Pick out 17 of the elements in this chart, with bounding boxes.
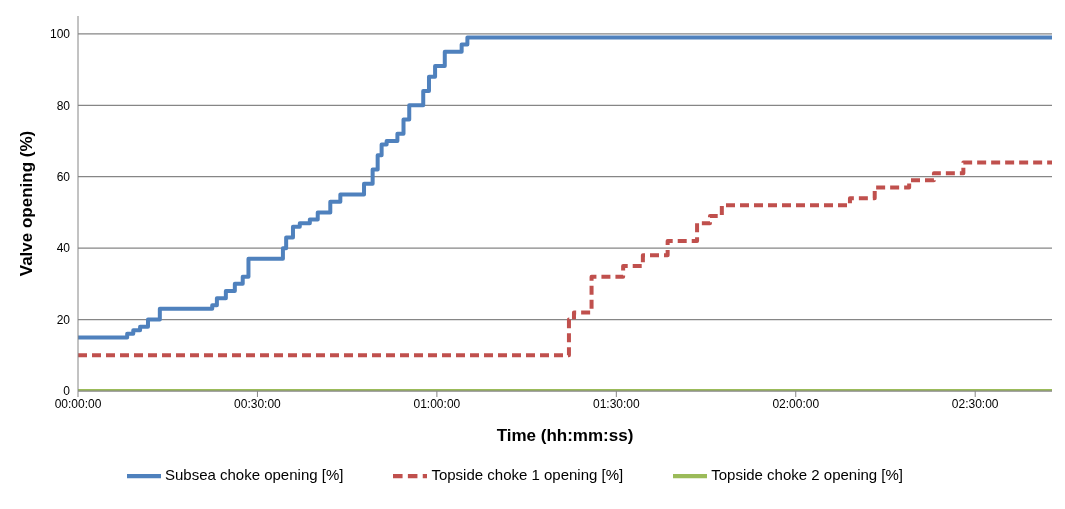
x-tick-label: 01:00:00 [413,396,461,411]
y-tick-label: 40 [56,241,71,256]
legend-label: Subsea choke opening [%] [164,465,344,483]
x-tick-label: 02:30:00 [951,396,999,411]
y-tick-label: 60 [56,169,71,184]
legend-label: Topside choke 2 opening [%] [711,465,904,483]
y-tick-label: 20 [56,312,71,327]
y-tick-label: 100 [49,27,71,42]
x-tick-label: 00:30:00 [234,396,282,411]
x-axis-title: Time (hh:mm:ss) [496,426,634,445]
y-tick-label: 80 [56,98,71,113]
y-tick-label: 0 [63,384,71,399]
x-tick-label: 02:00:00 [772,396,820,411]
legend-label: Topside choke 1 opening [%] [431,465,624,483]
x-tick-label: 00:00:00 [54,396,102,411]
y-axis-title: Valve opening (%) [17,130,37,277]
x-tick-label: 01:30:00 [592,396,640,411]
